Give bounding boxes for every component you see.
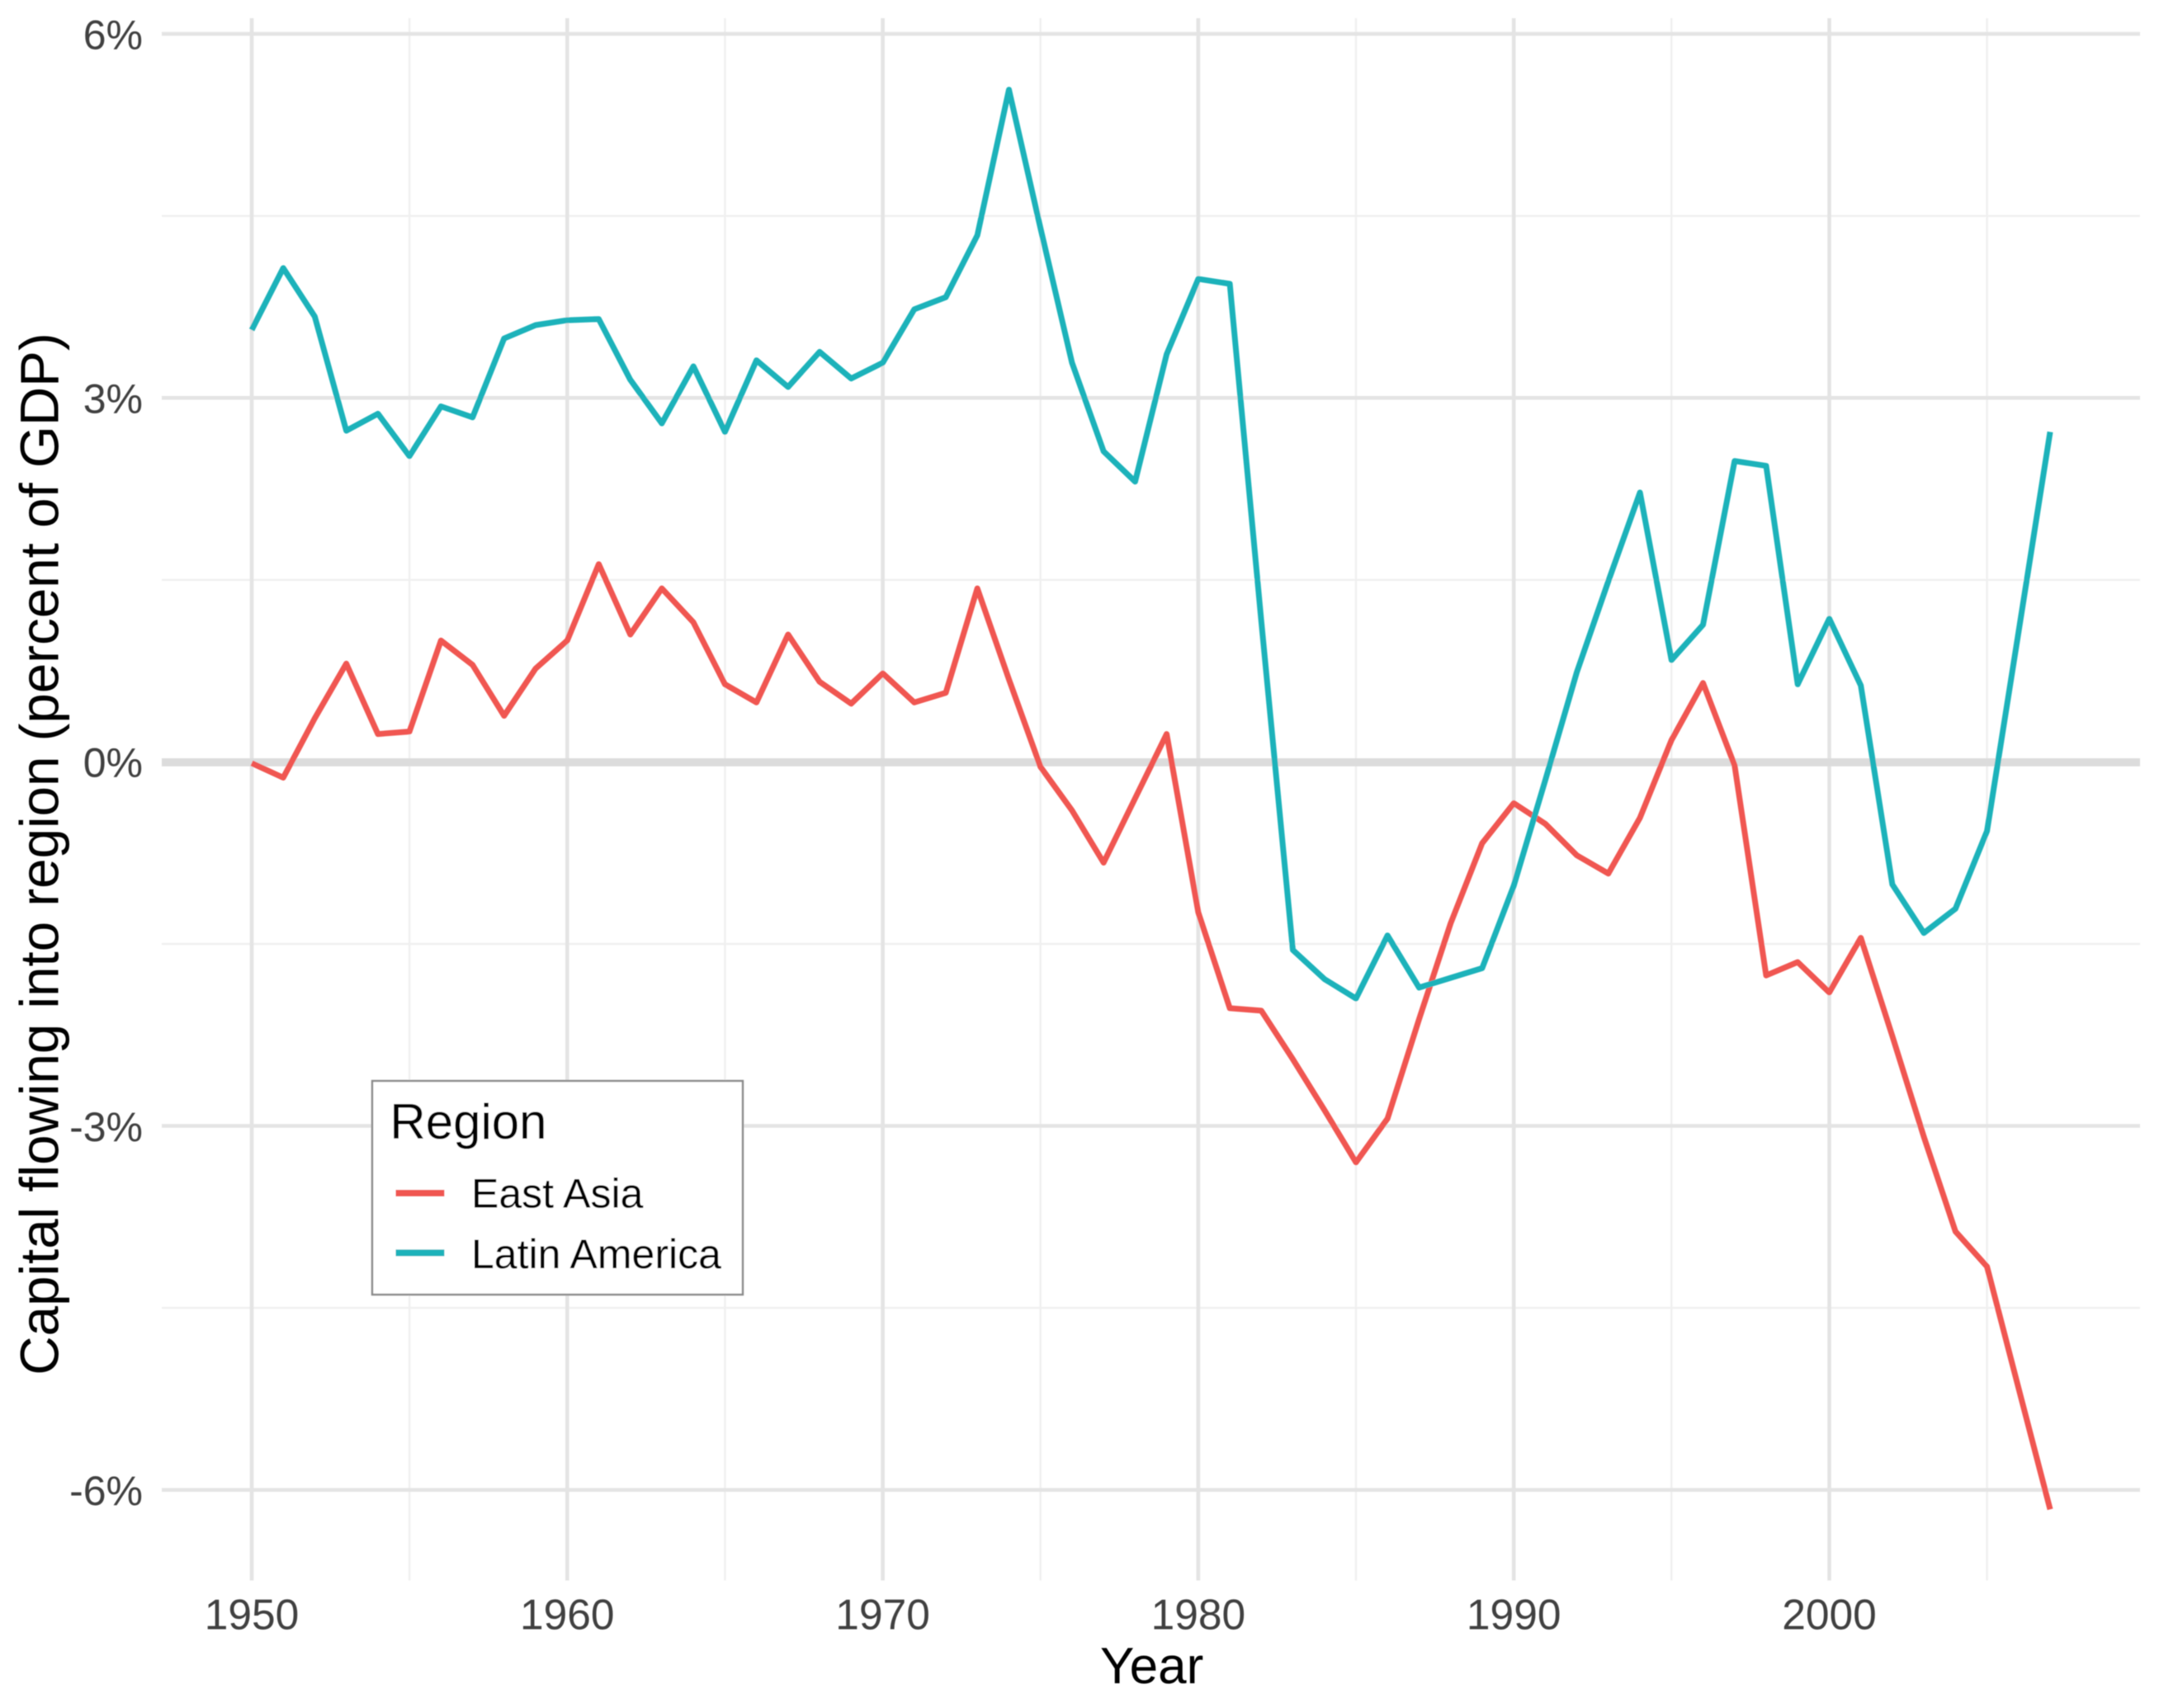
svg-text:1960: 1960	[520, 1591, 615, 1639]
svg-text:3%: 3%	[83, 376, 143, 422]
svg-text:1980: 1980	[1151, 1591, 1246, 1639]
svg-text:-3%: -3%	[69, 1104, 143, 1150]
svg-text:1990: 1990	[1467, 1591, 1561, 1639]
svg-text:6%: 6%	[83, 12, 143, 58]
svg-text:1970: 1970	[835, 1591, 930, 1639]
svg-text:-6%: -6%	[69, 1468, 143, 1514]
svg-text:East Asia: East Asia	[471, 1171, 644, 1217]
svg-text:Region: Region	[390, 1094, 546, 1149]
svg-text:Capital flowing into region (p: Capital flowing into region (percent of …	[10, 333, 70, 1375]
svg-text:0%: 0%	[83, 740, 143, 786]
svg-text:2000: 2000	[1782, 1591, 1877, 1639]
svg-text:1950: 1950	[205, 1591, 300, 1639]
svg-text:Latin America: Latin America	[471, 1231, 721, 1277]
svg-text:Year: Year	[1100, 1638, 1203, 1695]
